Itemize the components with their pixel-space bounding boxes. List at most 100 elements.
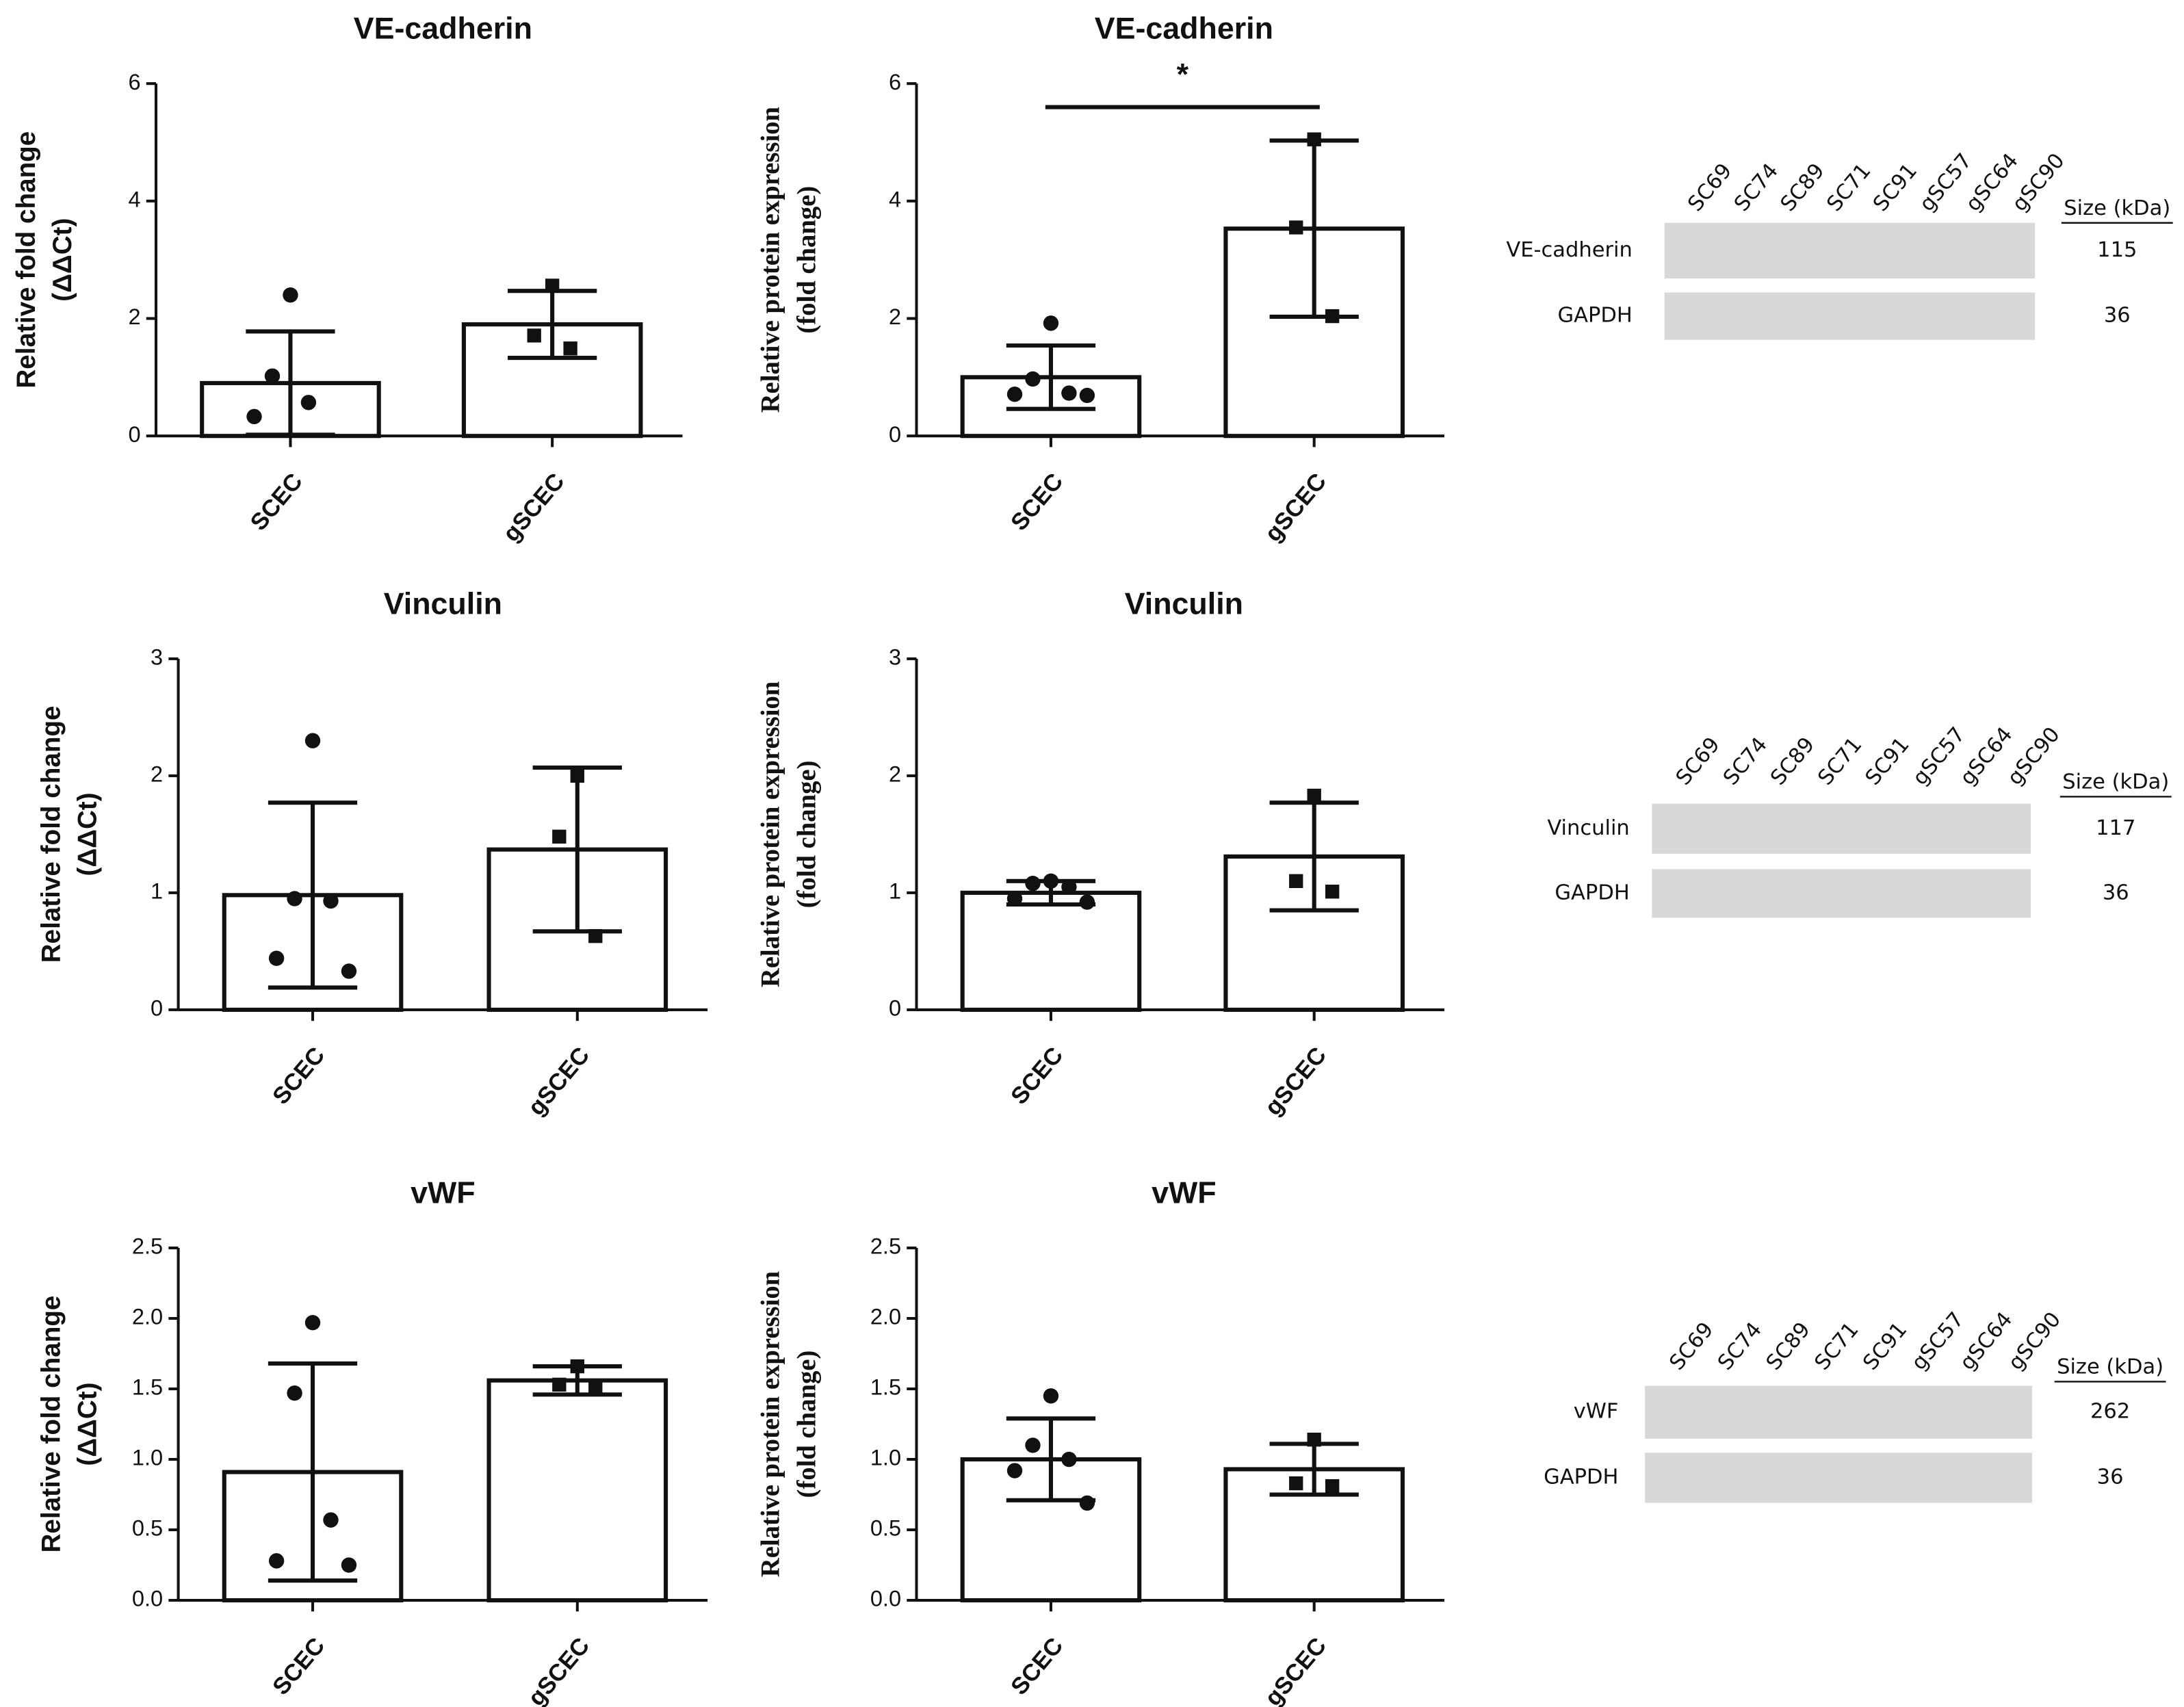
y-axis-label: Relative protein expression — [757, 681, 785, 987]
blot-strip — [1652, 869, 2031, 918]
size-header: Size (kDa) — [2064, 196, 2170, 220]
x-tick-label: SCEC — [246, 469, 308, 536]
x-tick-label: SCEC — [268, 1633, 330, 1700]
y-tick-label: 1 — [151, 879, 163, 904]
row-label: GAPDH — [1544, 1465, 1618, 1489]
y-tick-label: 2.0 — [132, 1305, 163, 1329]
data-point — [304, 1315, 321, 1331]
lane-label: SC74 — [1730, 159, 1783, 216]
row-label: vWF — [1574, 1400, 1619, 1424]
x-tick-label: gSCEC — [523, 1043, 595, 1121]
y-tick-label: 1.0 — [870, 1446, 901, 1470]
y-tick-label: 0 — [889, 422, 901, 447]
y-tick-label: 0.5 — [870, 1516, 901, 1541]
data-point — [264, 368, 281, 384]
lane-label: SC91 — [1861, 733, 1914, 790]
x-tick-label: SCEC — [1006, 1043, 1068, 1110]
x-tick-label: gSCEC — [523, 1633, 595, 1707]
chart-title: vWF — [1152, 1175, 1216, 1210]
y-axis-label: Relative fold change — [12, 131, 41, 389]
data-point — [246, 408, 262, 425]
y-axis-label: Relative fold change — [37, 705, 66, 963]
y-axis-label: (ΔΔCt) — [73, 1382, 103, 1465]
y-tick-label: 0 — [889, 996, 901, 1021]
data-point — [1079, 894, 1095, 910]
data-point — [563, 341, 577, 356]
data-point — [1061, 1451, 1077, 1468]
y-axis-label: (ΔΔCt) — [48, 218, 77, 302]
row-label: GAPDH — [1557, 304, 1632, 328]
lane-label: SC69 — [1672, 733, 1725, 790]
y-tick-label: 1 — [889, 879, 901, 904]
x-tick-label: gSCEC — [1260, 1043, 1331, 1121]
blot-strip — [1652, 803, 2031, 854]
lane-label: SC74 — [1719, 733, 1772, 790]
data-point — [1325, 885, 1340, 899]
x-tick-label: SCEC — [1006, 469, 1068, 536]
data-point — [1325, 1478, 1340, 1494]
data-point — [1061, 385, 1077, 401]
data-point — [1043, 1388, 1059, 1404]
size-header: Size (kDa) — [2057, 1355, 2163, 1379]
data-point — [545, 278, 560, 293]
y-tick-label: 4 — [889, 187, 901, 211]
data-point — [1025, 371, 1041, 387]
lane-label: SC69 — [1683, 159, 1737, 216]
lane-label: gSC57 — [1907, 1307, 1968, 1374]
lane-label: SC71 — [1814, 733, 1867, 790]
x-tick-label: gSCEC — [1260, 469, 1331, 547]
y-tick-label: 1.0 — [132, 1446, 163, 1470]
data-point — [570, 768, 584, 783]
chart-title: Vinculin — [1125, 586, 1243, 621]
data-point — [323, 1512, 339, 1528]
lane-label: gSC64 — [1955, 1307, 2017, 1374]
chart-title: VE-cadherin — [1095, 12, 1273, 46]
y-tick-label: 2.0 — [870, 1305, 901, 1329]
data-point — [268, 1553, 285, 1569]
y-tick-label: 0 — [151, 996, 163, 1021]
y-axis-label: Relative protein expression — [757, 1271, 785, 1577]
y-axis-label: (fold change) — [793, 760, 822, 908]
data-point — [341, 1557, 357, 1573]
data-point — [552, 829, 567, 844]
lane-label: SC74 — [1713, 1318, 1767, 1374]
data-point — [588, 1381, 603, 1396]
data-point — [300, 395, 317, 411]
y-tick-label: 6 — [128, 70, 140, 94]
y-tick-label: 3 — [889, 645, 901, 670]
data-point — [268, 950, 285, 966]
data-point — [1006, 1463, 1023, 1478]
data-point — [283, 287, 298, 303]
significance-label: * — [1177, 57, 1189, 92]
y-tick-label: 1.5 — [870, 1375, 901, 1400]
chart-title: VE-cadherin — [354, 12, 532, 46]
y-axis-label: (fold change) — [793, 186, 822, 334]
row-size: 117 — [2096, 816, 2135, 840]
lane-label: SC71 — [1823, 159, 1876, 216]
data-point — [1006, 387, 1023, 402]
blot-strip — [1645, 1385, 2033, 1439]
lane-label: SC89 — [1776, 159, 1830, 216]
y-tick-label: 2 — [151, 762, 163, 787]
blot-strip — [1664, 292, 2036, 340]
x-tick-label: SCEC — [268, 1043, 330, 1110]
x-tick-label: gSCEC — [498, 469, 569, 547]
lane-label: gSC64 — [1955, 722, 2017, 790]
y-axis-label: Relative protein expression — [757, 107, 785, 413]
data-point — [1043, 315, 1059, 331]
data-point — [1025, 876, 1041, 891]
data-point — [570, 1359, 584, 1374]
y-tick-label: 2.5 — [132, 1234, 163, 1259]
lane-label: SC89 — [1766, 733, 1819, 790]
lane-label: SC91 — [1858, 1318, 1912, 1374]
y-tick-label: 0 — [128, 422, 140, 447]
y-tick-label: 0.0 — [132, 1587, 163, 1611]
row-label: GAPDH — [1555, 881, 1629, 904]
data-point — [1079, 387, 1095, 404]
data-point — [1307, 132, 1321, 146]
data-point — [1289, 220, 1303, 235]
data-point — [552, 1377, 567, 1392]
data-point — [341, 963, 357, 979]
data-point — [287, 1385, 302, 1401]
